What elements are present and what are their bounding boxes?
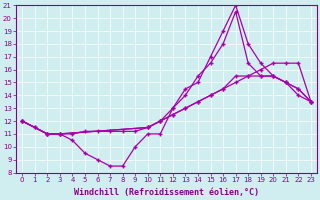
X-axis label: Windchill (Refroidissement éolien,°C): Windchill (Refroidissement éolien,°C) <box>74 188 259 197</box>
